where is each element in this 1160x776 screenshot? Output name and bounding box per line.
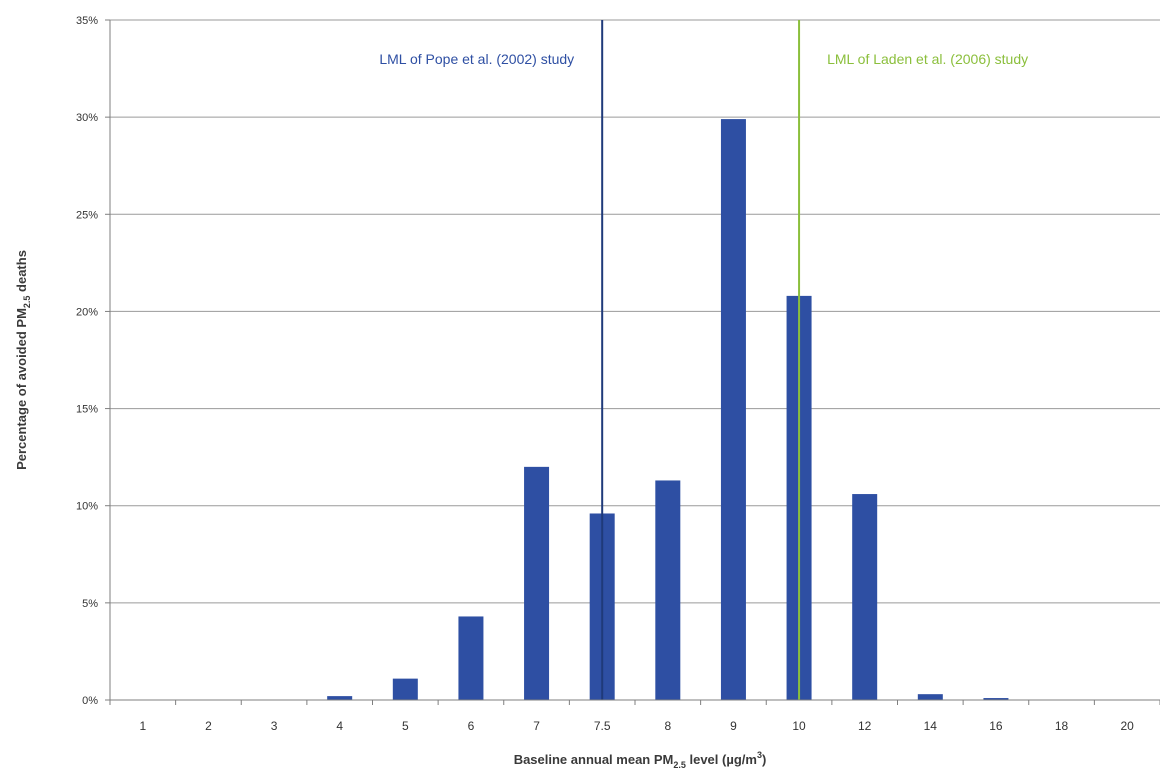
y-tick-label: 25% — [76, 209, 98, 221]
y-tick-labels: 0% 5% 10% 15% 20% 25% 30% 35% — [76, 15, 98, 707]
x-tick-label: 6 — [468, 719, 475, 733]
y-tick-label: 30% — [76, 112, 98, 124]
x-tick-label: 18 — [1055, 719, 1069, 733]
x-tick-label: 10 — [792, 719, 806, 733]
bars — [327, 119, 1009, 701]
y-axis-title: Percentage of avoided PM2.5 deaths — [14, 250, 32, 470]
bar-5 — [392, 678, 418, 700]
bar-6 — [458, 616, 484, 700]
x-tick-label: 20 — [1121, 719, 1135, 733]
x-tick-label: 14 — [924, 719, 938, 733]
y-tick-label: 15% — [76, 404, 98, 416]
bar-4 — [327, 696, 353, 700]
bar-8 — [655, 480, 681, 700]
x-tick-label: 7.5 — [594, 719, 611, 733]
x-tick-label: 16 — [989, 719, 1003, 733]
x-axis-title: Baseline annual mean PM2.5 level (µg/m3) — [514, 750, 767, 770]
bar-7 — [524, 466, 550, 700]
x-tick-label: 1 — [139, 719, 146, 733]
reference-line-label-2: LML of Laden et al. (2006) study — [827, 51, 1028, 67]
y-tick-label: 5% — [82, 598, 98, 610]
bar-16 — [983, 698, 1009, 700]
y-tick-label: 35% — [76, 15, 98, 27]
x-tick-label: 3 — [271, 719, 278, 733]
y-tick-label: 10% — [76, 501, 98, 513]
y-tick-label: 0% — [82, 695, 98, 707]
x-tick-label: 5 — [402, 719, 409, 733]
x-tick-labels: 1 2 3 4 5 6 7 7.5 8 9 10 12 14 16 18 20 — [139, 719, 1134, 733]
bar-9 — [720, 119, 746, 701]
x-tick-label: 8 — [664, 719, 671, 733]
annotations: LML of Pope et al. (2002) study LML of La… — [379, 51, 1028, 67]
gridlines — [110, 19, 1160, 604]
x-tick-label: 7 — [533, 719, 540, 733]
x-tick-label: 2 — [205, 719, 212, 733]
bar-12 — [852, 494, 878, 700]
x-tick-label: 4 — [336, 719, 343, 733]
y-tick-label: 20% — [76, 306, 98, 318]
x-tick-label: 12 — [858, 719, 872, 733]
x-tick-label: 9 — [730, 719, 737, 733]
axes — [105, 19, 1160, 705]
bar-14 — [917, 694, 943, 700]
reference-line-label-1: LML of Pope et al. (2002) study — [379, 51, 574, 67]
reference-lines — [601, 20, 801, 700]
